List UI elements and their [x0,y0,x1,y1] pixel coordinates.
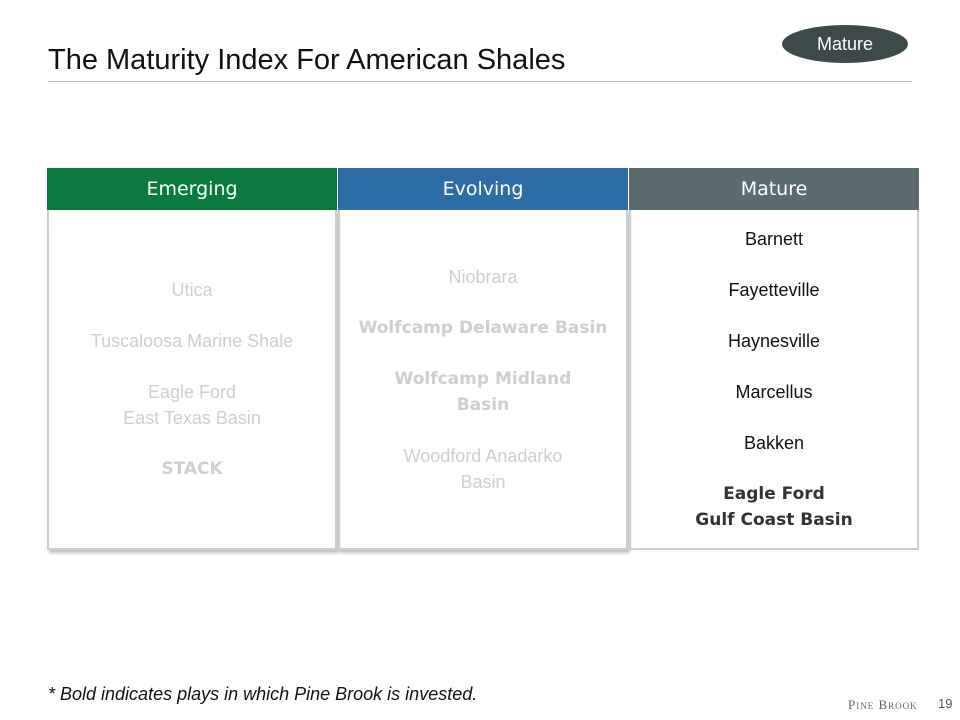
play-line: Utica [171,279,213,300]
shale-play: Eagle Ford Gulf Coast Basin [695,481,852,533]
play-line: Haynesville [727,330,821,351]
play-line: Marcellus [735,381,813,402]
shale-play: Eagle Ford East Texas Basin [123,379,261,431]
play-line: Niobrara [448,266,518,287]
shale-play: Utica [171,277,212,303]
play-line: Wolfcamp Delaware Basin [358,317,608,338]
title: The Maturity Index For American Shales [48,44,566,76]
shale-play: Bakken [744,430,804,456]
play-line: Barnett [744,228,804,249]
page-number: 19 [938,696,953,711]
shale-play: Woodford Anadarko Basin [404,443,563,495]
shale-play: Haynesville [728,328,820,354]
play-line: STACK [161,458,223,479]
column: Mature Barnett Fayetteville Haynesville Marc… [629,168,919,550]
play-line: Tuscaloosa Marine Shale [90,330,294,351]
logo: Pine Brook [848,697,918,712]
shale-play: Niobrara [448,264,517,290]
play-line: Fayetteville [728,279,820,300]
badge: Mature [782,25,908,63]
play-line: Eagle Ford [723,483,825,504]
footnote: * Bold indicates plays in which Pine Bro… [48,684,478,704]
shale-play: Wolfcamp Midland Basin [395,366,572,418]
shale-play: Fayetteville [728,277,819,303]
column: Evolving Niobrara Wolfcamp Delaware Basin W… [338,168,628,550]
maturity-table: Emerging Utica Tuscaloosa Marine Shale Eagl… [47,168,920,550]
play-line: Woodford Anadarko [403,445,563,466]
play-line: Wolfcamp Midland [394,368,572,389]
title-rule [48,81,912,82]
play-line: Gulf Coast Basin [695,509,853,530]
column-header: Evolving [338,168,628,210]
shale-play: Tuscaloosa Marine Shale [91,328,293,354]
play-line: Basin [456,394,510,415]
column-header: Emerging [47,168,337,210]
play-line: East Texas Basin [123,407,261,428]
column-body: Niobrara Wolfcamp Delaware Basin Wolfcamp … [338,210,628,550]
shale-play: Barnett [745,226,803,252]
column-body: Barnett Fayetteville Haynesville Marcellus B… [629,210,919,550]
shale-play: Wolfcamp Delaware Basin [359,315,608,341]
column: Emerging Utica Tuscaloosa Marine Shale Eagl… [47,168,337,550]
play-line: Basin [460,471,506,492]
play-line: Bakken [743,432,805,453]
play-line: Eagle Ford [147,381,237,402]
shale-play: STACK [161,456,222,482]
column-body: Utica Tuscaloosa Marine Shale Eagle Ford Ea… [47,210,337,550]
shale-play: Marcellus [735,379,812,405]
column-header: Mature [629,168,919,210]
